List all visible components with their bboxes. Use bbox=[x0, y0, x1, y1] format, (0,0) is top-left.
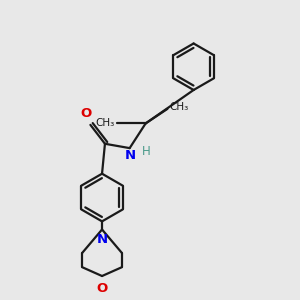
Text: CH₃: CH₃ bbox=[95, 118, 114, 128]
Text: N: N bbox=[125, 149, 136, 162]
Text: N: N bbox=[97, 233, 108, 246]
Text: O: O bbox=[80, 106, 92, 120]
Text: H: H bbox=[142, 145, 151, 158]
Text: O: O bbox=[96, 282, 108, 295]
Text: CH₃: CH₃ bbox=[170, 102, 189, 112]
